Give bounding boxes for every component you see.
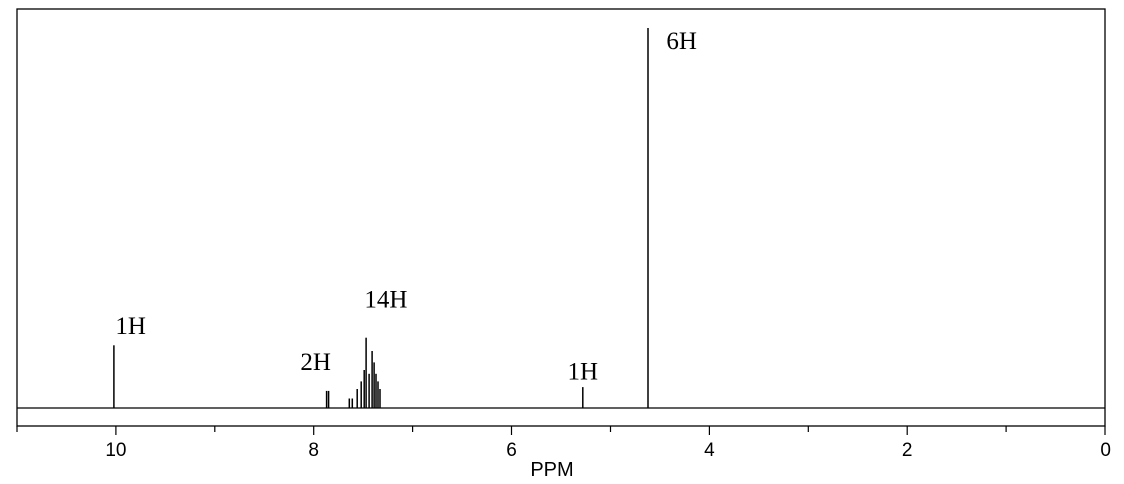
peak-annotations: 1H 2H 14H 1H 6H — [115, 28, 697, 386]
peak-label: 1H — [568, 359, 599, 386]
x-tick-label: 10 — [105, 440, 126, 461]
x-tick-label: 2 — [902, 440, 913, 461]
x-tick-label: 0 — [1100, 440, 1111, 461]
x-tick-label: 4 — [704, 440, 715, 461]
spectrum-trace — [17, 28, 1105, 409]
peak-label: 1H — [115, 313, 146, 340]
plot-frame — [16, 8, 1106, 427]
x-axis: 10 8 6 4 2 0 — [16, 426, 1111, 461]
x-tick-label: 8 — [308, 440, 319, 461]
x-tick-label: 6 — [506, 440, 517, 461]
peak-label: 14H — [364, 286, 407, 313]
x-axis-title: PPM — [530, 459, 573, 481]
peak-label: 2H — [300, 349, 331, 376]
peak-label: 6H — [666, 28, 697, 55]
